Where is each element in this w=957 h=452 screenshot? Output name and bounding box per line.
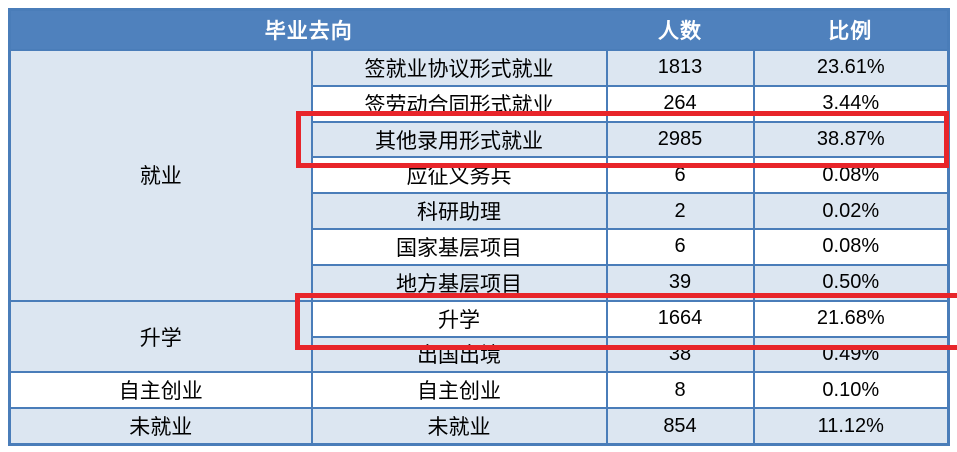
table-row: 国家基层项目 6 0.08%	[10, 228, 950, 266]
table-row: 自主创业 自主创业 8 0.10%	[8, 371, 950, 410]
table-row: 出国出境 38 0.49%	[10, 335, 950, 374]
ratio-cell: 0.08%	[752, 156, 950, 195]
ratio-cell: 0.08%	[752, 228, 950, 266]
count-cell: 854	[605, 407, 755, 446]
label-cell: 地方基层项目	[310, 263, 608, 302]
header-destination: 毕业去向	[9, 9, 607, 50]
count-cell: 2	[605, 192, 755, 231]
count-cell: 6	[605, 156, 755, 195]
count-cell: 38	[605, 335, 755, 374]
table-row: 升学 升学 1664 21.68%	[8, 299, 950, 374]
table-row: 就业 签就业协议形式就业 1813 23.61%	[8, 49, 950, 302]
group-cell: 就业	[8, 49, 313, 302]
label-cell: 应征义务兵	[310, 156, 608, 195]
label-cell: 科研助理	[310, 192, 608, 231]
count-cell: 1664	[605, 299, 755, 338]
label-cell: 升学	[310, 299, 608, 338]
ratio-cell: 0.50%	[752, 263, 950, 302]
table-row: 科研助理 2 0.02%	[10, 192, 950, 231]
header-count: 人数	[606, 9, 754, 50]
ratio-cell: 38.87%	[752, 120, 950, 159]
label-cell: 出国出境	[310, 335, 608, 374]
label-cell: 自主创业	[310, 371, 608, 410]
count-cell: 6	[605, 228, 755, 266]
label-cell: 国家基层项目	[310, 228, 608, 266]
label-cell: 签劳动合同形式就业	[310, 84, 608, 123]
ratio-cell: 0.49%	[752, 335, 950, 374]
group-cell: 未就业	[8, 407, 313, 446]
count-cell: 1813	[605, 49, 755, 87]
ratio-cell: 11.12%	[752, 407, 950, 446]
ratio-cell: 21.68%	[752, 299, 950, 338]
table-header-row: 毕业去向 人数 比例	[9, 9, 949, 50]
label-cell: 未就业	[310, 407, 608, 446]
label-cell: 签就业协议形式就业	[310, 49, 608, 87]
ratio-cell: 3.44%	[752, 84, 950, 123]
table-row: 其他录用形式就业 2985 38.87%	[10, 120, 950, 159]
label-cell: 其他录用形式就业	[310, 120, 608, 159]
group-cell: 升学	[8, 299, 313, 374]
count-cell: 2985	[605, 120, 755, 159]
table-body: 就业 签就业协议形式就业 1813 23.61% 签劳动合同形式就业 264 3.44% 其他…	[8, 49, 950, 446]
header-ratio: 比例	[753, 9, 949, 50]
ratio-cell: 0.10%	[752, 371, 950, 410]
graduate-destination-table: 毕业去向 人数 比例 就业 签就业协议形式就业 1813 23.61% 签劳动合同形式就…	[8, 8, 950, 446]
ratio-cell: 23.61%	[752, 49, 950, 87]
group-cell: 自主创业	[8, 371, 313, 410]
table-row: 未就业 未就业 854 11.12%	[8, 407, 950, 446]
count-cell: 8	[605, 371, 755, 410]
count-cell: 39	[605, 263, 755, 302]
ratio-cell: 0.02%	[752, 192, 950, 231]
count-cell: 264	[605, 84, 755, 123]
